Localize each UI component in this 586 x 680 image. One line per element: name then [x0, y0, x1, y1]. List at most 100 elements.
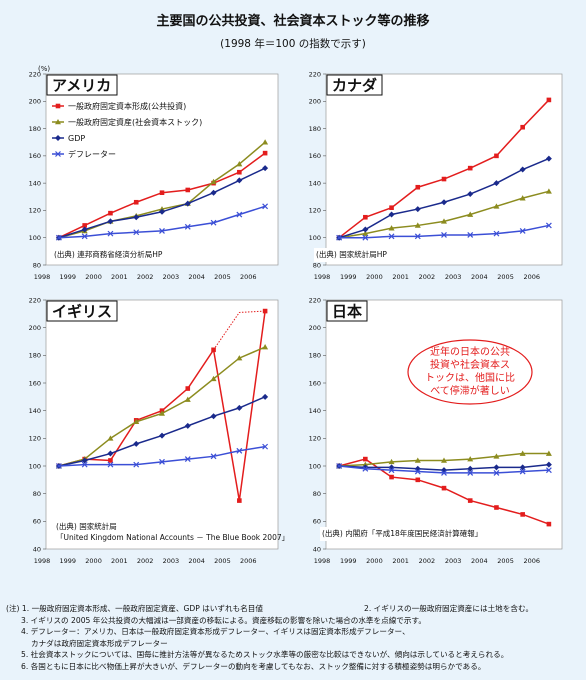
series-deflator-point-stroke: [236, 211, 243, 218]
y-tick-label: 140: [29, 407, 41, 415]
y-tick-label: 100: [29, 234, 41, 242]
series-deflator-point-stroke: [545, 222, 552, 229]
series-public-investment-point: [494, 505, 499, 510]
series-adjusted-line: [213, 310, 266, 351]
series-gdp-point: [414, 206, 421, 213]
y-tick-label: 80: [33, 261, 41, 269]
callout-note: 近年の日本の公共 投資や社会資本ス トックは、他国に比 べて停滞が著しい: [406, 338, 534, 405]
series-gdp-point: [441, 199, 447, 206]
series-gdp-point: [133, 440, 140, 447]
series-deflator-point: [467, 469, 474, 476]
x-tick-label: 2001: [111, 273, 128, 281]
legend-label: デフレーター: [68, 149, 116, 159]
series-deflator-point-stroke: [81, 461, 88, 468]
y-tick-label: 100: [309, 234, 321, 242]
series-deflator-point-stroke: [441, 232, 447, 238]
series-capital-stock-point: [441, 457, 447, 463]
series-gdp-point: [467, 465, 474, 472]
series-capital-stock-point: [262, 139, 269, 145]
legend-label: GDP: [68, 134, 85, 143]
legend-marker: [55, 135, 61, 141]
legend-marker: [55, 151, 61, 157]
series-deflator-point: [262, 203, 269, 210]
y-tick-label: 120: [29, 207, 41, 215]
note-4: 4. デフレーター：アメリカ、日本は一般政府固定資本形成デフレーター、イギリスは…: [21, 627, 410, 637]
series-capital-stock-point: [236, 161, 243, 167]
source-text: (出典) 連邦商務省経済分析局HP: [54, 249, 163, 259]
series-deflator-point: [362, 465, 369, 472]
series-capital-stock-point: [545, 450, 552, 456]
country-label-frame: [326, 300, 368, 322]
y-tick-label: 120: [309, 435, 321, 443]
series-deflator-point: [81, 233, 88, 240]
series-capital-stock-point: [414, 457, 421, 463]
series-public-investment-point: [415, 184, 421, 190]
chart-svg: 40 60 80 100 120 140 160 180 200 220 1998 1999 2000 2…: [29, 296, 290, 565]
series-deflator-point-stroke: [262, 203, 269, 210]
series-deflator-point: [236, 447, 243, 454]
series-deflator-point: [545, 222, 552, 229]
series-public-investment-point: [520, 124, 525, 130]
x-tick-label: 2003: [445, 557, 462, 565]
series-public-investment-point: [237, 498, 242, 503]
chart-svg: 40 60 80 100 120 140 160 180 200 220 1998 1999 2000 2…: [309, 296, 563, 565]
page-subtitle: (1998 年＝100 の指数で示す): [220, 38, 366, 50]
series-deflator-point: [467, 232, 474, 238]
series-public-investment-point: [82, 223, 87, 228]
x-tick-label: 2001: [392, 273, 409, 281]
x-tick-label: 2003: [163, 273, 180, 281]
series-gdp-point: [159, 432, 165, 439]
y-tick-label: 100: [29, 462, 41, 470]
series-capital-stock-point: [107, 435, 114, 441]
source-bg: [54, 520, 274, 545]
series-public-investment-point: [108, 458, 113, 463]
series-gdp-point: [210, 189, 217, 196]
x-tick-label: 2001: [111, 557, 128, 565]
series-deflator-point: [441, 232, 447, 238]
y-tick-label: 160: [29, 152, 41, 160]
y-tick-label: 40: [313, 545, 321, 553]
series-deflator-point-stroke: [414, 468, 421, 475]
series-deflator-point: [519, 227, 526, 234]
series-deflator-point-stroke: [159, 227, 165, 234]
series-deflator-point-stroke: [236, 447, 243, 454]
series-deflator-point: [519, 468, 526, 475]
series-deflator-point-stroke: [55, 234, 62, 241]
series-deflator-point-stroke: [388, 467, 395, 474]
note-4b: カナダは政府固定資本形成デフレーター: [31, 638, 168, 648]
series-public-investment-point: [237, 169, 242, 175]
series-deflator-point-stroke: [262, 443, 269, 450]
series-deflator-point-stroke: [362, 465, 369, 472]
series-capital-stock-point: [159, 410, 165, 416]
series-capital-stock-point: [388, 458, 395, 465]
series-deflator-point-stroke: [81, 233, 88, 240]
notes: (注) 1. 一般政府固定資本形成、一般政府固定資産、GDP はいずれも名目値 …: [6, 603, 582, 673]
y-tick-label: 180: [309, 352, 321, 360]
y-tick-label: 200: [309, 324, 321, 332]
series-deflator-point: [414, 468, 421, 475]
series-public-investment-point: [441, 176, 447, 182]
series-deflator-point-stroke: [336, 234, 343, 241]
series-deflator-point: [362, 234, 369, 241]
note-1: (注) 1. 一般政府固定資本形成、一般政府固定資産、GDP はいずれも名目値: [6, 604, 263, 613]
x-tick-label: 1999: [340, 273, 357, 281]
series-deflator-point: [55, 463, 62, 469]
x-tick-label: 1999: [340, 557, 357, 565]
y-unit-label: (%): [38, 65, 50, 73]
series-deflator-point-stroke: [107, 461, 114, 468]
chart-svg: 80 100 120 140 160 180 200 220 1998 1999 2000 2001 2…: [29, 65, 279, 281]
note-6: 6. 各国ともに日本に比べ物価上昇が大きいが、デフレーターの動向を考慮してもなお…: [21, 661, 486, 671]
series-deflator-point-stroke: [184, 223, 191, 230]
series-deflator-point-stroke: [55, 463, 62, 469]
series-gdp-point: [467, 191, 474, 198]
x-tick-label: 1998: [34, 273, 51, 281]
series-gdp-point: [184, 200, 191, 207]
y-tick-label: 120: [29, 435, 41, 443]
y-tick-label: 160: [29, 379, 41, 387]
x-tick-label: 2002: [137, 273, 154, 281]
x-tick-label: 2005: [214, 557, 231, 565]
y-tick-label: 180: [309, 125, 321, 133]
plot-area: [45, 299, 279, 550]
legend-marker-stroke: [55, 151, 61, 157]
series-capital-stock-point: [414, 222, 421, 228]
